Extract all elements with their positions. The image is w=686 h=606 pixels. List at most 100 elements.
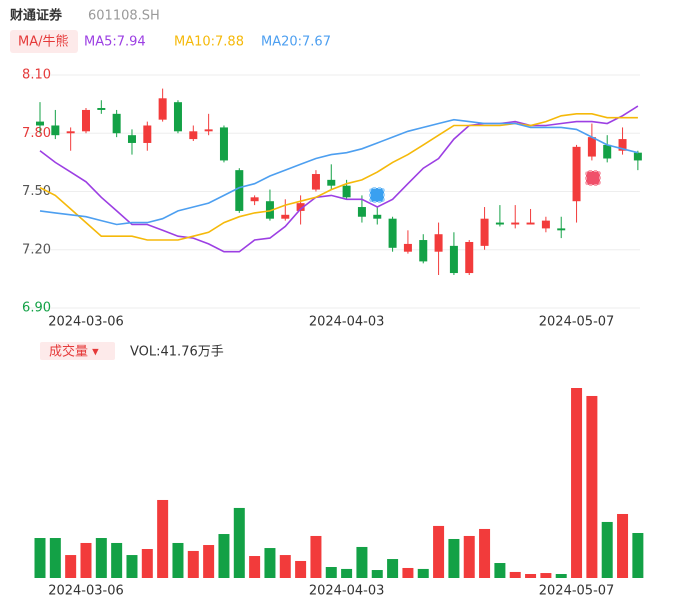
candle-body bbox=[388, 218, 397, 248]
candle-body bbox=[541, 220, 550, 229]
candle-body bbox=[557, 228, 566, 231]
candle-body bbox=[112, 113, 121, 134]
volume-bar bbox=[34, 538, 46, 578]
volume-bar bbox=[356, 546, 368, 578]
volume-bar bbox=[586, 395, 598, 578]
volume-bar bbox=[479, 528, 491, 578]
volume-bar bbox=[187, 550, 199, 578]
candle-body bbox=[296, 203, 305, 211]
x-tick-label: 2024-03-06 bbox=[48, 315, 124, 330]
candle-body bbox=[97, 108, 106, 110]
candle-body bbox=[618, 139, 627, 151]
volume-label[interactable]: 成交量 ▾ bbox=[49, 344, 99, 360]
candle-body bbox=[342, 185, 351, 198]
volume-bar bbox=[295, 560, 307, 578]
candle-body bbox=[465, 241, 474, 274]
volume-bar bbox=[111, 542, 123, 578]
volume-indicator: VOL:41.76万手 bbox=[130, 345, 224, 360]
legend-entry: MA20:7.67 bbox=[261, 35, 331, 50]
ma-line bbox=[39, 113, 638, 241]
signal-icon[interactable] bbox=[585, 170, 601, 186]
volume-pill[interactable] bbox=[40, 342, 115, 360]
signal-icon[interactable] bbox=[369, 187, 385, 203]
volume-bar bbox=[387, 559, 399, 578]
candle-body bbox=[235, 170, 244, 211]
candle-body bbox=[143, 125, 152, 143]
volume-bar bbox=[80, 542, 92, 578]
volume-bar bbox=[264, 548, 276, 578]
candle-body bbox=[633, 152, 642, 161]
volume-bar bbox=[555, 574, 567, 578]
volume-bar bbox=[310, 535, 322, 578]
volume-bar bbox=[157, 499, 169, 578]
candle-body bbox=[173, 102, 182, 132]
volume-bar bbox=[540, 573, 552, 578]
candle-body bbox=[495, 222, 504, 225]
candle-body bbox=[526, 222, 535, 225]
legend-entry: MA10:7.88 bbox=[174, 35, 244, 50]
y-tick-label: 6.90 bbox=[22, 301, 51, 316]
volume-bar bbox=[126, 555, 138, 578]
candle-body bbox=[281, 214, 290, 219]
candle-body bbox=[158, 98, 167, 120]
candle-body bbox=[250, 197, 259, 202]
candle-body bbox=[66, 131, 75, 134]
candle-body bbox=[311, 174, 320, 190]
volume-bar bbox=[49, 538, 61, 578]
volume-bar bbox=[203, 545, 215, 578]
ma-line bbox=[39, 105, 639, 253]
candle-body bbox=[434, 234, 443, 252]
volume-bar bbox=[371, 570, 383, 578]
candle-body bbox=[204, 129, 213, 132]
y-tick-label: 7.20 bbox=[22, 242, 51, 257]
volume-bar bbox=[65, 555, 77, 578]
candle-body bbox=[327, 179, 336, 186]
candle-body bbox=[127, 135, 136, 143]
y-tick-label: 7.80 bbox=[22, 126, 51, 141]
candle-body bbox=[449, 245, 458, 274]
x-tick-label: 2024-05-07 bbox=[539, 315, 615, 330]
volume-bar bbox=[402, 567, 414, 578]
y-tick-label: 7.50 bbox=[22, 184, 51, 199]
indicator-label[interactable]: MA/牛熊 bbox=[18, 34, 69, 50]
stock-name: 财通证券 bbox=[10, 8, 63, 24]
volume-bar bbox=[632, 532, 644, 578]
volume-bar bbox=[325, 567, 337, 578]
volume-bar bbox=[279, 555, 291, 578]
candle-body bbox=[572, 146, 581, 202]
candle-body bbox=[373, 214, 382, 219]
candle-body bbox=[189, 131, 198, 140]
volume-bar bbox=[417, 568, 429, 578]
volume-bar bbox=[218, 534, 230, 578]
volume-bar bbox=[249, 556, 261, 578]
stock-code: 601108.SH bbox=[88, 9, 160, 24]
candle-body bbox=[603, 144, 612, 159]
candle-body bbox=[36, 121, 44, 126]
volume-bar bbox=[525, 574, 537, 578]
volume-bar bbox=[494, 563, 506, 578]
candle-body bbox=[480, 218, 489, 246]
legend-entry: MA5:7.94 bbox=[84, 35, 146, 50]
candle-body bbox=[511, 222, 520, 225]
volume-bar bbox=[601, 521, 613, 578]
candle-body bbox=[219, 127, 228, 161]
volume-bar bbox=[141, 549, 153, 578]
indicator-pill[interactable] bbox=[10, 30, 78, 53]
y-tick-label: 8.10 bbox=[22, 68, 51, 83]
candle-body bbox=[81, 109, 90, 132]
ma-line bbox=[39, 118, 639, 226]
candle-body bbox=[265, 201, 274, 219]
x-tick-label: 2024-03-06 bbox=[48, 584, 124, 599]
x-tick-label: 2024-05-07 bbox=[539, 584, 615, 599]
volume-bar bbox=[233, 507, 245, 578]
volume-bar bbox=[433, 525, 445, 578]
volume-bar bbox=[341, 568, 353, 578]
candle-body bbox=[51, 125, 60, 136]
candle-body bbox=[587, 137, 596, 157]
candle-body bbox=[403, 243, 412, 252]
volume-bar bbox=[509, 571, 521, 578]
volume-bar bbox=[617, 513, 629, 578]
x-tick-label: 2024-04-03 bbox=[309, 315, 385, 330]
volume-bar bbox=[95, 538, 107, 578]
